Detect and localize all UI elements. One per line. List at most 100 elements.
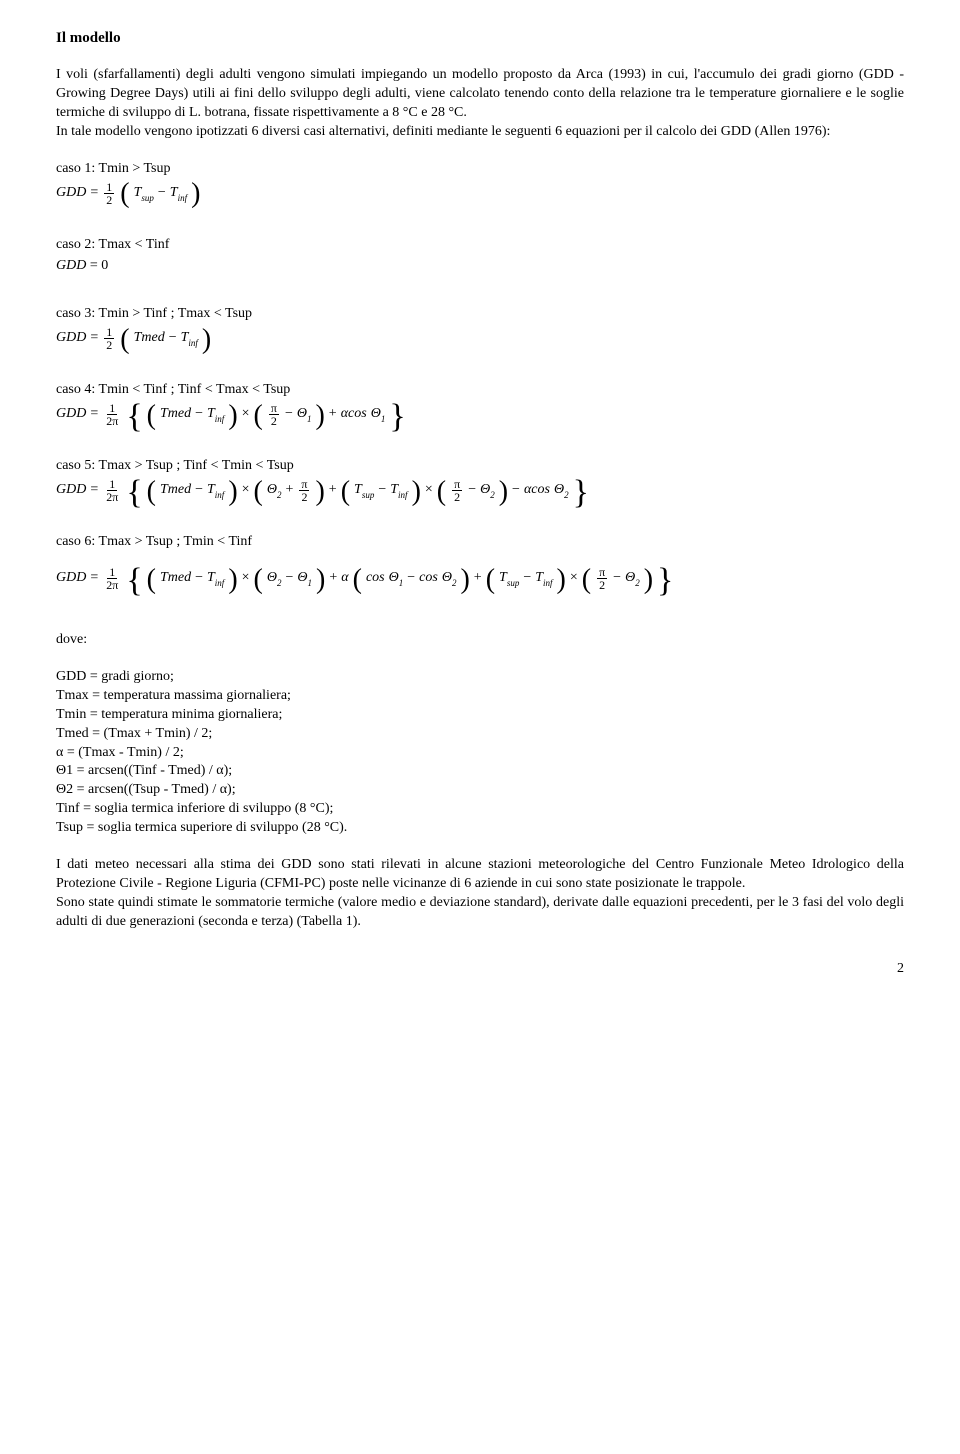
f6-tsup: T	[499, 570, 507, 585]
case-3-formula: GDD = 1 2 ( Tmed − Tinf )	[56, 326, 904, 351]
f5-lhs: GDD	[56, 481, 86, 500]
f6-theta1a: Θ	[297, 570, 307, 585]
f6-tinf: T	[207, 570, 215, 585]
case-5-label: caso 5: Tmax > Tsup ; Tinf < Tmin < Tsup	[56, 457, 904, 476]
def-theta1: Θ1 = arcsen((Tinf - Tmed) / α);	[56, 762, 904, 781]
f6-theta1a-sub: 1	[308, 578, 313, 588]
f3-den: 2	[104, 339, 114, 351]
f1-num: 1	[104, 181, 114, 194]
case-6-label: caso 6: Tmax > Tsup ; Tmin < Tinf	[56, 533, 904, 552]
case-4-label: caso 4: Tmin < Tinf ; Tinf < Tmax < Tsup	[56, 381, 904, 400]
f4-tmed: Tmed	[160, 405, 191, 424]
fraction-icon: 1 2π	[104, 402, 120, 427]
case-1-label: caso 1: Tmin > Tsup	[56, 160, 904, 179]
f6-theta2a: Θ	[267, 570, 277, 585]
fraction-icon: π 2	[269, 402, 279, 427]
f6-theta2b: Θ	[442, 570, 452, 585]
fraction-icon: π 2	[299, 478, 309, 503]
f5-alpha: αcos	[524, 481, 550, 500]
f5-theta2b-sub: 2	[490, 490, 495, 500]
page-number: 2	[56, 960, 904, 979]
case-6-formula: GDD = 1 2π { ( Tmed − Tinf ) × ( Θ2 − Θ1…	[56, 566, 904, 591]
f3-tmed: Tmed	[134, 329, 165, 348]
f4-theta1b: Θ	[371, 406, 381, 421]
f4-tinf-sub: inf	[215, 414, 225, 424]
f5-tmed: Tmed	[160, 481, 191, 500]
f5-tsup-sub: sup	[362, 490, 375, 500]
f6-pi-den: 2	[597, 579, 607, 591]
case-2: caso 2: Tmax < Tinf GDD = 0	[56, 236, 904, 276]
f6-den: 2π	[104, 579, 120, 591]
fraction-icon: π 2	[597, 566, 607, 591]
f1-tinf-sub: inf	[178, 193, 188, 203]
case-4-formula: GDD = 1 2π { ( Tmed − Tinf ) × ( π 2 − Θ…	[56, 402, 904, 427]
fraction-icon: 1 2π	[104, 478, 120, 503]
f6-tsup-sub: sup	[507, 578, 520, 588]
f2-text: GDD = 0	[56, 257, 108, 276]
dove-label: dove:	[56, 631, 904, 650]
f1-lhs: GDD	[56, 184, 86, 203]
f3-tinf-sub: inf	[188, 338, 198, 348]
final-text-2: Sono state quindi stimate le sommatorie …	[56, 895, 904, 929]
f5-tsup: T	[354, 482, 362, 497]
f4-theta1-sub: 1	[307, 414, 312, 424]
f6-theta1b-sub: 1	[399, 578, 404, 588]
f6-tinf-sub: inf	[215, 578, 225, 588]
f4-theta1: Θ	[297, 406, 307, 421]
f6-lhs: GDD	[56, 569, 86, 588]
f5-tinf2: T	[390, 482, 398, 497]
case-5: caso 5: Tmax > Tsup ; Tinf < Tmin < Tsup…	[56, 457, 904, 503]
definitions-list: GDD = gradi giorno; Tmax = temperatura m…	[56, 668, 904, 838]
case-3-label: caso 3: Tmin > Tinf ; Tmax < Tsup	[56, 305, 904, 324]
def-tmax: Tmax = temperatura massima giornaliera;	[56, 687, 904, 706]
def-theta2: Θ2 = arcsen((Tsup - Tmed) / α);	[56, 781, 904, 800]
f5-theta2b: Θ	[480, 482, 490, 497]
f3-lhs: GDD	[56, 329, 86, 348]
case-4: caso 4: Tmin < Tinf ; Tinf < Tmax < Tsup…	[56, 381, 904, 427]
def-alpha: α = (Tmax - Tmin) / 2;	[56, 744, 904, 763]
f4-den: 2π	[104, 415, 120, 427]
fraction-icon: π 2	[452, 478, 462, 503]
f5-den: 2π	[104, 491, 120, 503]
f6-cos2: cos	[419, 569, 438, 588]
case-6: caso 6: Tmax > Tsup ; Tmin < Tinf GDD = …	[56, 533, 904, 591]
f1-tinf: T	[170, 185, 178, 200]
f5-pi-den-b: 2	[452, 491, 462, 503]
f5-theta2c: Θ	[554, 482, 564, 497]
f1-tsup-sub: sup	[141, 193, 154, 203]
f5-theta2a-sub: 2	[277, 490, 282, 500]
f6-cos1: cos	[366, 569, 385, 588]
case-5-formula: GDD = 1 2π { ( Tmed − Tinf ) × ( Θ2 + π …	[56, 478, 904, 503]
f6-theta2a-sub: 2	[277, 578, 282, 588]
intro-text-2: In tale modello vengono ipotizzati 6 div…	[56, 124, 830, 139]
f4-pi-den: 2	[269, 415, 279, 427]
f4-theta1b-sub: 1	[381, 414, 386, 424]
f5-tinf-sub: inf	[215, 490, 225, 500]
f5-theta2c-sub: 2	[564, 490, 569, 500]
f4-lhs: GDD	[56, 405, 86, 424]
f5-tinf2-sub: inf	[398, 490, 408, 500]
final-paragraph: I dati meteo necessari alla stima dei GD…	[56, 856, 904, 932]
def-tmin: Tmin = temperatura minima giornaliera;	[56, 706, 904, 725]
def-gdd: GDD = gradi giorno;	[56, 668, 904, 687]
f6-theta2c: Θ	[625, 570, 635, 585]
def-tsup: Tsup = soglia termica superiore di svilu…	[56, 819, 904, 838]
f6-theta1b: Θ	[389, 570, 399, 585]
case-1: caso 1: Tmin > Tsup GDD = 1 2 ( Tsup − T…	[56, 160, 904, 206]
f5-tinf: T	[207, 482, 215, 497]
case-2-label: caso 2: Tmax < Tinf	[56, 236, 904, 255]
section-title: Il modello	[56, 28, 904, 48]
f6-alpha: α	[341, 569, 348, 588]
fraction-icon: 1 2π	[104, 566, 120, 591]
f4-tinf: T	[207, 406, 215, 421]
f4-alpha: αcos	[341, 405, 367, 424]
final-text-1: I dati meteo necessari alla stima dei GD…	[56, 857, 904, 891]
f6-tinf2-sub: inf	[543, 578, 553, 588]
def-tmed: Tmed = (Tmax + Tmin) / 2;	[56, 725, 904, 744]
case-3: caso 3: Tmin > Tinf ; Tmax < Tsup GDD = …	[56, 305, 904, 351]
fraction-icon: 1 2	[104, 326, 114, 351]
intro-text-1: I voli (sfarfallamenti) degli adulti ven…	[56, 67, 904, 120]
f5-theta2a: Θ	[267, 482, 277, 497]
case-2-formula: GDD = 0	[56, 257, 904, 276]
intro-paragraph-1: I voli (sfarfallamenti) degli adulti ven…	[56, 66, 904, 142]
